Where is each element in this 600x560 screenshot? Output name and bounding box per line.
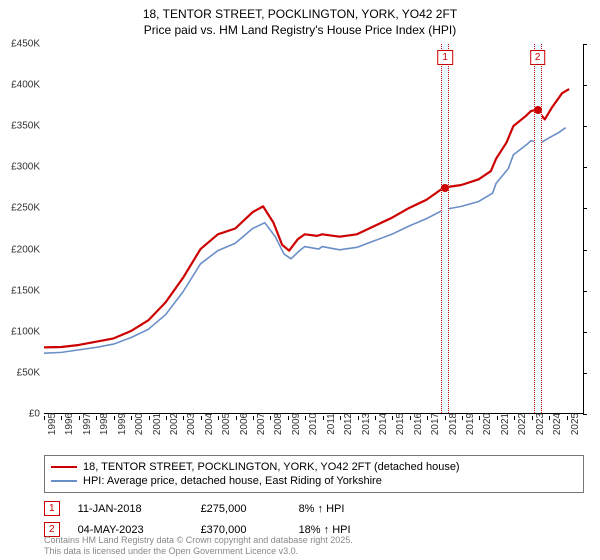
x-tick-label: 2021 — [500, 413, 511, 435]
sale-marker-tag: 1 — [44, 501, 60, 516]
chart-area: 12 — [44, 44, 584, 414]
chart-marker-dot — [441, 184, 449, 192]
y-tick-label: £250K — [11, 203, 40, 214]
y-tick-label: £450K — [11, 39, 40, 50]
x-axis: 1995 1996 1997 1998 1999 2000 2001 2002 2003 2004… — [44, 416, 584, 454]
line-plot — [44, 44, 583, 413]
x-tick-label: 2013 — [361, 413, 372, 435]
x-tick-label: 1999 — [117, 413, 128, 435]
legend-label: HPI: Average price, detached house, East… — [83, 475, 382, 487]
chart-marker-tag: 1 — [437, 50, 453, 65]
legend-label: 18, TENTOR STREET, POCKLINGTON, YORK, YO… — [83, 461, 460, 473]
x-tick-label: 2014 — [378, 413, 389, 435]
x-tick-label: 1996 — [64, 413, 75, 435]
x-tick-label: 2007 — [256, 413, 267, 435]
y-tick-label: £200K — [11, 244, 40, 255]
y-tick-label: £50K — [17, 367, 40, 378]
sale-date: 11-JAN-2018 — [78, 503, 183, 515]
y-tick-label: £350K — [11, 121, 40, 132]
chart-marker-band — [534, 44, 542, 413]
series-line-hpi — [44, 128, 566, 353]
x-tick-label: 2005 — [221, 413, 232, 435]
x-tick-label: 2009 — [291, 413, 302, 435]
x-tick-label: 2019 — [465, 413, 476, 435]
x-tick-label: 1997 — [82, 413, 93, 435]
x-tick-label: 2020 — [482, 413, 493, 435]
x-tick-label: 2008 — [273, 413, 284, 435]
series-line-property — [44, 89, 569, 347]
x-tick-label: 2016 — [413, 413, 424, 435]
title-line-2: Price paid vs. HM Land Registry's House … — [10, 22, 590, 38]
x-tick-label: 2022 — [517, 413, 528, 435]
x-tick-label: 2025 — [570, 413, 581, 435]
x-tick-label: 2023 — [535, 413, 546, 435]
x-tick-label: 2001 — [152, 413, 163, 435]
table-row: 1 11-JAN-2018 £275,000 8% ↑ HPI — [44, 498, 584, 519]
x-tick-label: 2010 — [308, 413, 319, 435]
x-tick-label: 2024 — [552, 413, 563, 435]
footer: Contains HM Land Registry data © Crown c… — [44, 535, 584, 558]
x-tick-label: 2004 — [204, 413, 215, 435]
x-tick-label: 1995 — [47, 413, 58, 435]
legend: 18, TENTOR STREET, POCKLINGTON, YORK, YO… — [44, 455, 584, 493]
x-tick-label: 2017 — [430, 413, 441, 435]
chart-marker-tag: 2 — [530, 50, 546, 65]
y-tick-label: £0 — [29, 409, 40, 420]
legend-swatch — [51, 466, 77, 468]
y-tick-label: £400K — [11, 80, 40, 91]
x-tick-label: 1998 — [99, 413, 110, 435]
x-tick-label: 2011 — [326, 413, 337, 435]
y-tick-label: £300K — [11, 162, 40, 173]
legend-item: 18, TENTOR STREET, POCKLINGTON, YORK, YO… — [51, 460, 577, 474]
x-tick-label: 2002 — [169, 413, 180, 435]
title-line-1: 18, TENTOR STREET, POCKLINGTON, YORK, YO… — [10, 6, 590, 22]
sale-pct: 8% ↑ HPI — [299, 503, 345, 515]
x-tick-label: 2003 — [186, 413, 197, 435]
legend-item: HPI: Average price, detached house, East… — [51, 474, 577, 488]
sale-price: £275,000 — [201, 503, 281, 515]
x-tick-label: 2000 — [134, 413, 145, 435]
chart-title-block: 18, TENTOR STREET, POCKLINGTON, YORK, YO… — [0, 0, 600, 42]
x-tick-label: 2018 — [448, 413, 459, 435]
y-tick-label: £100K — [11, 326, 40, 337]
footer-line: This data is licensed under the Open Gov… — [44, 546, 584, 558]
x-tick-label: 2015 — [395, 413, 406, 435]
chart-marker-dot — [534, 106, 542, 114]
y-tick-label: £150K — [11, 285, 40, 296]
footer-line: Contains HM Land Registry data © Crown c… — [44, 535, 584, 547]
legend-swatch — [51, 480, 77, 482]
chart-marker-band — [441, 44, 449, 413]
x-tick-label: 2006 — [239, 413, 250, 435]
x-tick-label: 2012 — [343, 413, 354, 435]
y-axis: £0£50K£100K£150K£200K£250K£300K£350K£400… — [0, 44, 42, 414]
